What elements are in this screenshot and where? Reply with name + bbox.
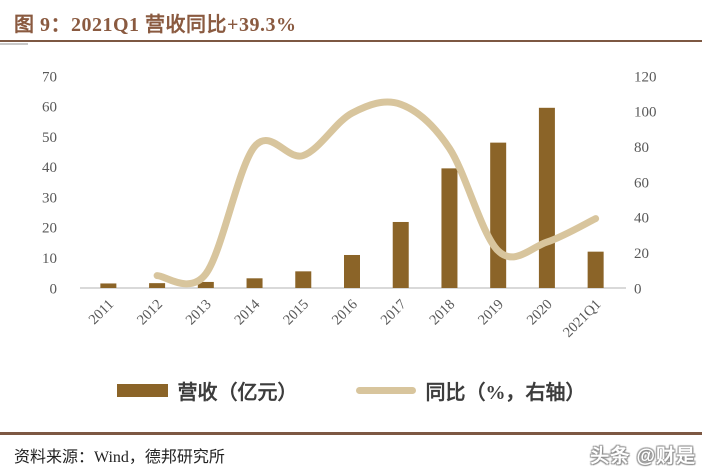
y-axis-right-tick: 40 [634, 211, 649, 227]
y-axis-right-tick: 60 [634, 175, 649, 191]
bar-2013 [197, 281, 214, 288]
y-axis-left-tick: 40 [42, 160, 57, 176]
bar-2020 [538, 107, 555, 288]
bar-2019 [490, 142, 507, 288]
source-note: 资料来源：Wind，德邦研究所 [14, 449, 225, 466]
y-axis-left-tick: 10 [42, 251, 57, 267]
bar-2016 [344, 254, 360, 288]
bar-2017 [392, 221, 409, 288]
x-axis-label: 2016 [329, 297, 361, 329]
legend-item-yoy: 同比（%，右轴） [355, 376, 586, 405]
y-axis-right-labels: 0 20 40 60 80 100 120 [634, 69, 657, 297]
y-axis-right-tick: 0 [634, 281, 642, 297]
x-axis-label: 2021Q1 [560, 297, 604, 341]
x-axis-label: 2017 [378, 297, 410, 329]
legend-label-yoy: 同比（%，右轴） [425, 382, 586, 404]
y-axis-left-tick: 70 [42, 69, 57, 85]
x-axis-label: 2011 [86, 297, 117, 328]
legend-line-swatch [355, 387, 416, 394]
y-axis-right-tick: 100 [634, 105, 657, 121]
bar-2018 [441, 168, 458, 288]
x-axis-label: 2014 [232, 296, 264, 328]
x-axis-label: 2015 [280, 297, 312, 329]
y-axis-right-tick: 20 [634, 246, 649, 262]
legend-item-revenue: 营收（亿元） [116, 376, 298, 405]
title-divider [0, 40, 702, 42]
toutiao-watermark: 头条 @财是 [590, 446, 696, 467]
y-axis-right-tick: 120 [634, 69, 657, 85]
y-axis-left-tick: 60 [42, 100, 57, 116]
bar-2021Q1 [587, 251, 604, 288]
bar-2012 [149, 283, 166, 288]
bar-2014 [246, 278, 263, 288]
y-axis-left-tick: 50 [42, 130, 57, 146]
footer-divider [0, 432, 702, 435]
title-divider-stub [0, 43, 28, 45]
chart-legend: 营收（亿元） 同比（%，右轴） [0, 376, 702, 405]
y-axis-left-labels: 0 10 20 30 40 50 60 70 [42, 69, 57, 297]
y-axis-left-tick: 20 [42, 221, 57, 237]
x-axis-labels: 2011 2012 2013 2014 2015 2016 2017 2018 2019 2020… [86, 296, 605, 341]
y-axis-right-tick: 80 [634, 140, 649, 156]
y-axis-left-tick: 30 [42, 190, 57, 206]
bar-2011 [100, 283, 117, 288]
y-axis-left-tick: 0 [50, 281, 58, 297]
x-axis-label: 2018 [426, 297, 458, 329]
bar-2015 [295, 271, 312, 288]
revenue-bars [100, 107, 604, 288]
x-axis-label: 2020 [524, 297, 556, 329]
figure-title: 图 9：2021Q1 营收同比+39.3% [14, 14, 297, 36]
yoy-line [153, 98, 600, 288]
legend-label-revenue: 营收（亿元） [177, 382, 298, 404]
x-axis-label: 2012 [134, 297, 166, 329]
x-axis-label: 2013 [183, 297, 215, 329]
legend-bar-swatch [116, 384, 168, 397]
x-axis-label: 2019 [475, 297, 507, 329]
